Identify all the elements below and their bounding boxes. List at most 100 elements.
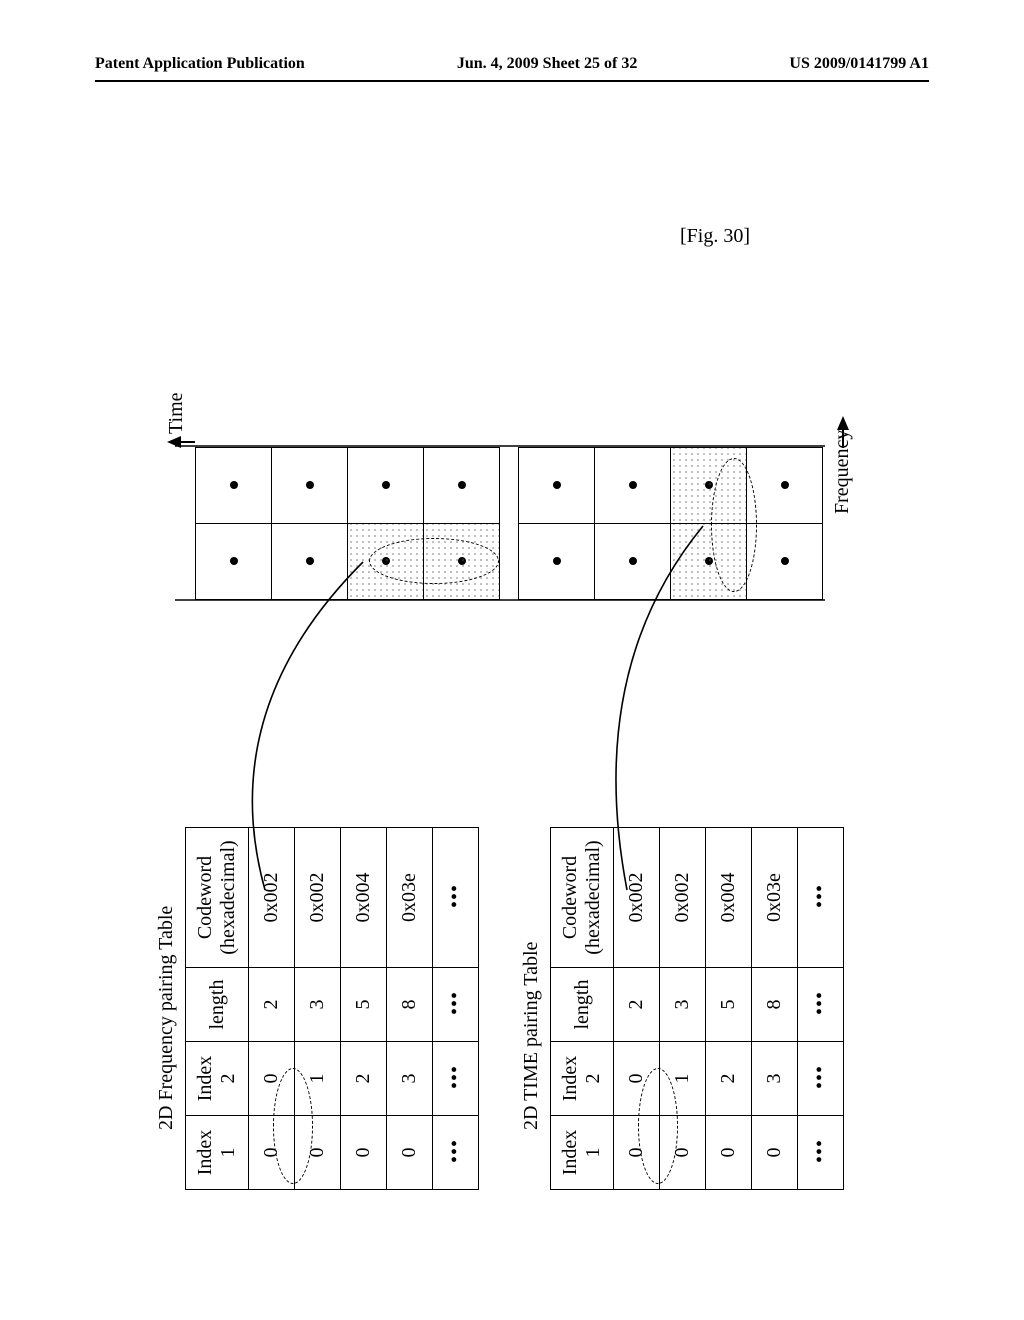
time-table-title: 2D TIME pairing Table: [520, 942, 543, 1130]
cell: 2: [614, 968, 660, 1042]
cell: • • •: [433, 1116, 479, 1190]
cell: 0x002: [249, 828, 295, 968]
cell: 2: [706, 1042, 752, 1116]
cell: 3: [295, 968, 341, 1042]
time-pairing-table: Index 1 Index 2 length Codeword (hexadec…: [550, 827, 844, 1190]
cell: 0x002: [614, 828, 660, 968]
cell: • • •: [433, 828, 479, 968]
grid-lower: [518, 447, 823, 600]
cell: 3: [752, 1042, 798, 1116]
freq-pairing-table: Index 1 Index 2 length Codeword (hexadec…: [185, 827, 479, 1190]
grid-cell: [671, 524, 747, 600]
grid-cell: [196, 524, 272, 600]
cell: 0: [249, 1116, 295, 1190]
cell: 0: [341, 1116, 387, 1190]
cell: 0: [614, 1042, 660, 1116]
cell: 1: [295, 1042, 341, 1116]
col-header: Index 1: [551, 1116, 614, 1190]
col-header: Index 2: [551, 1042, 614, 1116]
data-point-icon: [306, 482, 314, 490]
data-point-icon: [781, 482, 789, 490]
table-row: 0 3 8 0x03e: [387, 828, 433, 1190]
grid-cell: [348, 448, 424, 524]
cell: 0: [752, 1116, 798, 1190]
grid-cell: [272, 448, 348, 524]
grid-cell: [196, 448, 272, 524]
cell: 8: [752, 968, 798, 1042]
cell: 0: [614, 1116, 660, 1190]
time-frequency-grid: Time Frequency: [195, 447, 823, 600]
cell: • • •: [798, 1116, 844, 1190]
col-header: Index 1: [186, 1116, 249, 1190]
grid-cell: [272, 524, 348, 600]
grid-upper: [195, 447, 500, 600]
data-point-icon: [458, 482, 466, 490]
data-point-icon: [553, 482, 561, 490]
cell: 0x03e: [752, 828, 798, 968]
grid-cell: [747, 448, 823, 524]
data-point-icon: [382, 482, 390, 490]
data-point-icon: [382, 558, 390, 566]
cell: 3: [660, 968, 706, 1042]
cell: 2: [341, 1042, 387, 1116]
data-point-icon: [230, 558, 238, 566]
col-header: Codeword (hexadecimal): [551, 828, 614, 968]
data-point-icon: [781, 558, 789, 566]
data-point-icon: [629, 482, 637, 490]
cell: 5: [706, 968, 752, 1042]
time-axis-line: [179, 441, 195, 443]
cell: 0: [387, 1116, 433, 1190]
data-point-icon: [629, 558, 637, 566]
col-header: length: [186, 968, 249, 1042]
data-point-icon: [306, 558, 314, 566]
cell: 0x002: [295, 828, 341, 968]
table-row: • • • • • • • • • • • •: [433, 828, 479, 1190]
cell: 0x004: [341, 828, 387, 968]
freq-table-title: 2D Frequency pairing Table: [155, 906, 178, 1130]
col-header: Codeword (hexadecimal): [186, 828, 249, 968]
data-point-icon: [458, 558, 466, 566]
grid-cell: [424, 448, 500, 524]
table-row: 0 1 3 0x002: [295, 828, 341, 1190]
grid-cell: [595, 524, 671, 600]
cell: • • •: [433, 968, 479, 1042]
cell: 2: [249, 968, 295, 1042]
header-left: Patent Application Publication: [95, 55, 305, 73]
cell: • • •: [798, 1042, 844, 1116]
table-row: • • • • • • • • • • • •: [798, 828, 844, 1190]
data-point-icon: [705, 558, 713, 566]
header-center: Jun. 4, 2009 Sheet 25 of 32: [457, 55, 637, 73]
grid-cell: [747, 524, 823, 600]
time-axis-label: Time: [165, 392, 188, 434]
grid-cell: [424, 524, 500, 600]
grid-cell: [519, 524, 595, 600]
table-row: Index 1 Index 2 length Codeword (hexadec…: [186, 828, 249, 1190]
table-row: 0 0 2 0x002: [614, 828, 660, 1190]
col-header: length: [551, 968, 614, 1042]
grid-cell: [519, 448, 595, 524]
cell: • • •: [798, 968, 844, 1042]
cell: 0x002: [660, 828, 706, 968]
table-row: 0 0 2 0x002: [249, 828, 295, 1190]
table-row: 0 1 3 0x002: [660, 828, 706, 1190]
cell: 1: [660, 1042, 706, 1116]
cell: 5: [341, 968, 387, 1042]
cell: 3: [387, 1042, 433, 1116]
grid-cell: [671, 448, 747, 524]
page-header: Patent Application Publication Jun. 4, 2…: [95, 55, 929, 73]
grid-cell: [595, 448, 671, 524]
table-row: Index 1 Index 2 length Codeword (hexadec…: [551, 828, 614, 1190]
freq-axis-line: [842, 430, 844, 448]
cell: 0: [706, 1116, 752, 1190]
data-point-icon: [705, 482, 713, 490]
data-point-icon: [553, 558, 561, 566]
cell: 0: [295, 1116, 341, 1190]
header-right: US 2009/0141799 A1: [789, 55, 929, 73]
header-rule: [95, 80, 929, 82]
cell: 8: [387, 968, 433, 1042]
cell: • • •: [433, 1042, 479, 1116]
table-row: 0 2 5 0x004: [706, 828, 752, 1190]
cell: 0: [660, 1116, 706, 1190]
arrow-right-icon: [837, 416, 849, 430]
cell: 0: [249, 1042, 295, 1116]
